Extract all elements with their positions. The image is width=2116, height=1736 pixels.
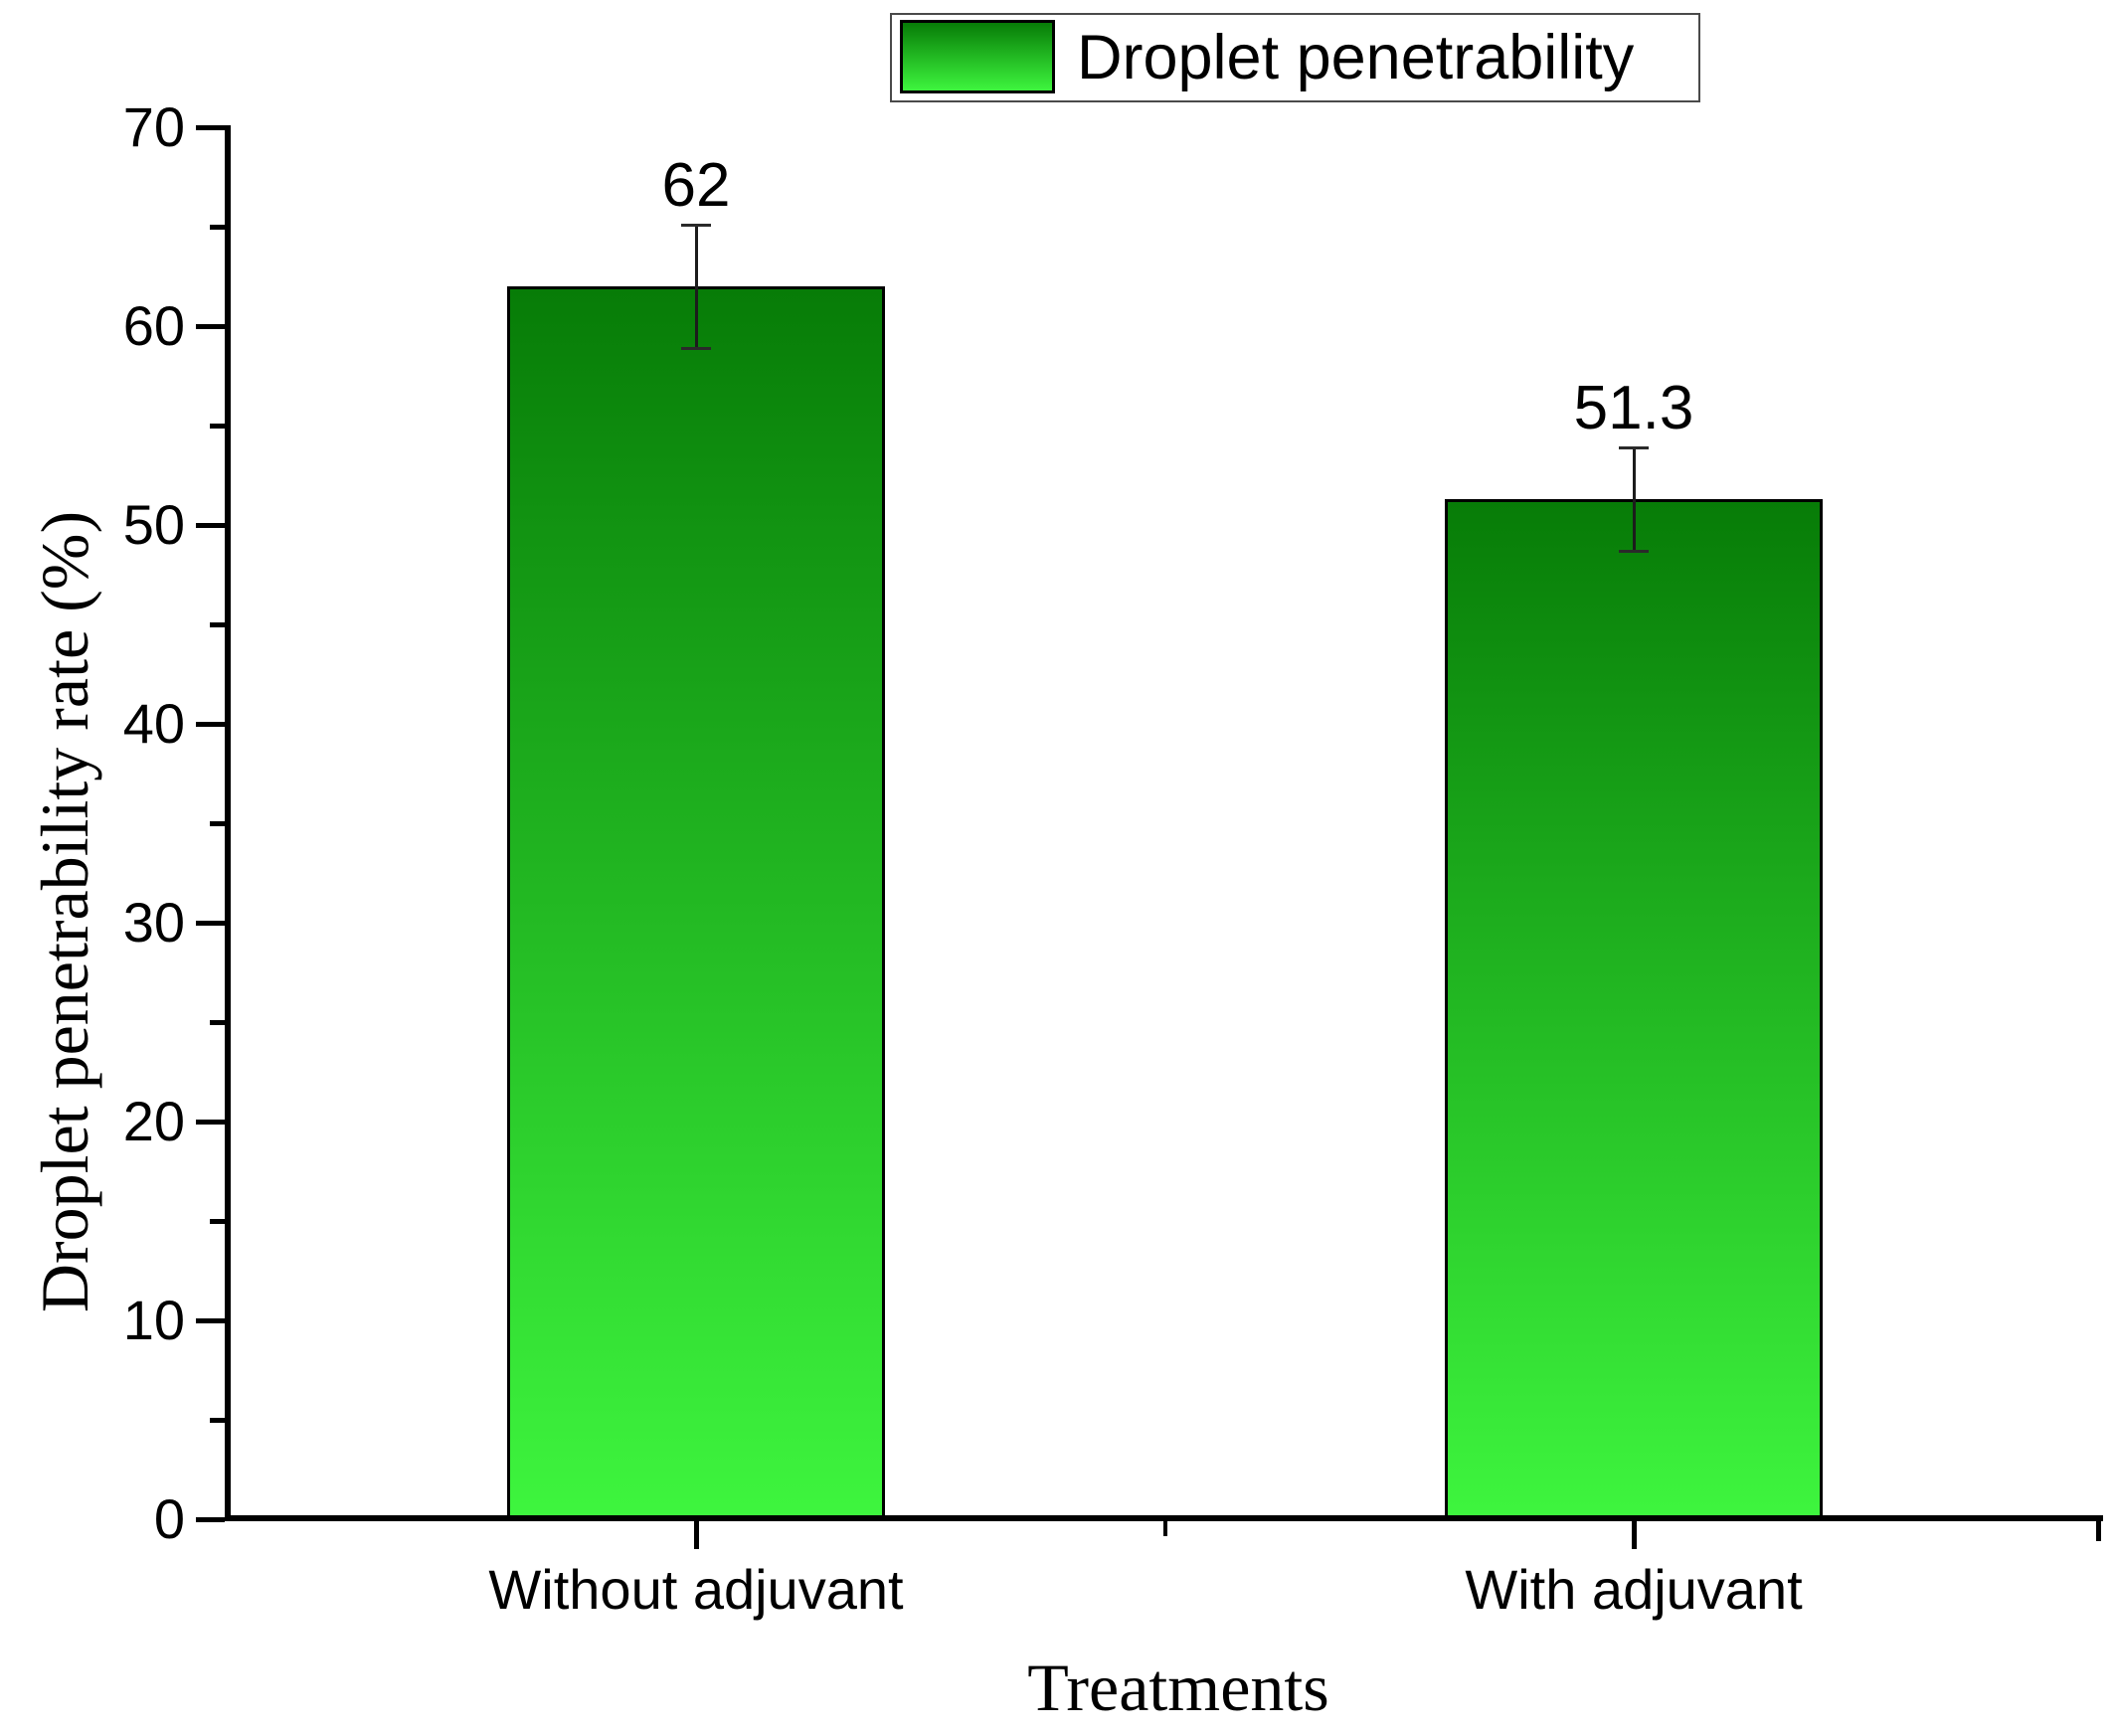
x-minor-tick-midpoint xyxy=(1163,1519,1167,1536)
x-category-label-1: With adjuvant xyxy=(1465,1558,1803,1621)
y-tick-label-0: 0 xyxy=(153,1487,185,1550)
y-axis-line xyxy=(225,125,231,1521)
y-tick-label-70: 70 xyxy=(122,95,185,158)
x-major-tick-1 xyxy=(1632,1519,1637,1549)
y-major-tick-30 xyxy=(196,921,225,926)
y-major-tick-70 xyxy=(196,125,225,130)
y-major-tick-0 xyxy=(196,1517,225,1522)
y-minor-tick-15 xyxy=(210,1219,225,1224)
y-minor-tick-45 xyxy=(210,622,225,627)
bar-value-label-1: 51.3 xyxy=(1573,374,1694,442)
error-bar-bottom-cap-0 xyxy=(681,347,711,350)
bar-with-adjuvant xyxy=(1445,499,1823,1519)
error-bar-top-cap-0 xyxy=(681,224,711,227)
legend: Droplet penetrability xyxy=(890,13,1700,102)
y-minor-tick-55 xyxy=(210,424,225,429)
y-tick-label-30: 30 xyxy=(122,891,185,954)
x-category-label-0: Without adjuvant xyxy=(488,1558,904,1621)
y-minor-tick-35 xyxy=(210,821,225,826)
y-major-tick-40 xyxy=(196,722,225,727)
x-axis-end-tick xyxy=(2096,1519,2101,1541)
error-bar-line-0 xyxy=(695,225,698,348)
y-minor-tick-5 xyxy=(210,1418,225,1423)
y-major-tick-60 xyxy=(196,324,225,329)
y-tick-label-50: 50 xyxy=(122,493,185,556)
y-minor-tick-25 xyxy=(210,1020,225,1025)
y-major-tick-50 xyxy=(196,523,225,528)
x-axis-title: Treatments xyxy=(1027,1649,1329,1725)
y-tick-label-60: 60 xyxy=(122,294,185,357)
error-bar-bottom-cap-1 xyxy=(1619,550,1649,553)
y-minor-tick-65 xyxy=(210,225,225,230)
error-bar-top-cap-1 xyxy=(1619,446,1649,449)
y-tick-label-20: 20 xyxy=(122,1090,185,1152)
legend-entry-label: Droplet penetrability xyxy=(1077,23,1635,92)
bar-value-label-0: 62 xyxy=(661,151,731,220)
y-tick-label-10: 10 xyxy=(122,1289,185,1351)
y-tick-label-40: 40 xyxy=(122,692,185,755)
bar-without-adjuvant xyxy=(507,286,885,1519)
error-bar-line-1 xyxy=(1633,447,1636,551)
y-major-tick-10 xyxy=(196,1318,225,1323)
x-axis-line xyxy=(225,1515,2103,1521)
x-major-tick-0 xyxy=(694,1519,699,1549)
y-major-tick-20 xyxy=(196,1120,225,1125)
legend-color-swatch xyxy=(900,20,1055,93)
